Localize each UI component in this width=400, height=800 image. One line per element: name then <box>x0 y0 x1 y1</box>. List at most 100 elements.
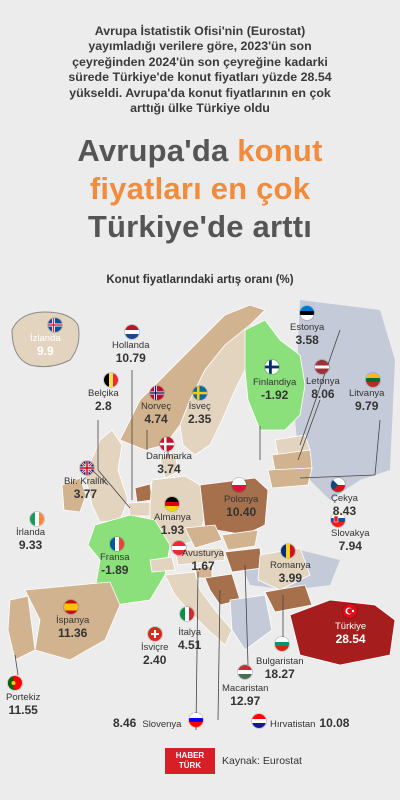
country-name: Bir. Krallık <box>64 476 107 487</box>
intro-line: sürede Türkiye'de konut fiyatları yüzde … <box>68 70 332 85</box>
source-credit: Kaynak: Eurostat <box>222 755 302 767</box>
label-avusturya: Avusturya 1.67 <box>182 548 224 573</box>
country-name: Portekiz <box>6 692 41 703</box>
country-name: İsveç <box>188 401 211 412</box>
country-value: 8.06 <box>311 387 335 401</box>
haberturk-logo: HABER TÜRK <box>165 748 215 774</box>
country-name: Belçika <box>88 388 119 399</box>
country-name: Finlandiya <box>253 377 297 388</box>
belgium-flag-icon <box>104 373 118 387</box>
intro-line: Avrupa İstatistik Ofisi'nin (Eurostat) <box>94 24 306 38</box>
country-value: 3.99 <box>278 571 303 585</box>
austria-shape <box>174 547 226 566</box>
latvia-flag-icon <box>315 360 329 374</box>
country-name: Çekya <box>331 493 358 504</box>
country-name: Litvanya <box>349 388 385 399</box>
country-name: İsviçre <box>141 642 169 653</box>
country-value: 9.33 <box>18 538 43 552</box>
bulgaria-shape <box>264 584 313 613</box>
country-name: Macaristan <box>222 683 269 694</box>
portugal-shape <box>7 595 36 661</box>
country-value: 28.54 <box>335 632 366 646</box>
label-finlandiya: Finlandiya -1.92 <box>253 377 296 402</box>
country-name: Danimarka <box>146 451 192 462</box>
country-value: 11.36 <box>57 626 88 640</box>
headline: Avrupa'da konut fiyatları en çok Türkiye… <box>0 132 400 246</box>
intro-line: çeyreğinden 2024'ün son çeyreğine kadark… <box>72 54 328 69</box>
romania-flag-icon <box>281 544 295 558</box>
uk-shape <box>84 429 129 523</box>
label-hirvatistan: Hırvatistan 10.08 <box>270 716 349 730</box>
label-turkiye: Türkiye 28.54 <box>335 621 366 646</box>
hungary-flag-icon <box>238 665 252 679</box>
label-cekya: Çekya 8.43 <box>331 493 358 518</box>
czechia-shape <box>184 524 223 549</box>
country-name: Polonya <box>224 494 259 505</box>
no-data-region <box>295 300 395 500</box>
country-value: 2.35 <box>188 412 212 426</box>
label-polonya: Polonya 10.40 <box>224 494 258 519</box>
label-letonya: Letonya 8.06 <box>306 376 340 401</box>
slovenia-flag-icon <box>189 713 203 727</box>
intro-paragraph: Avrupa İstatistik Ofisi'nin (Eurostat) y… <box>18 24 382 116</box>
label-estonya: Estonya 3.58 <box>290 322 324 347</box>
switzerland-flag-icon <box>148 627 162 641</box>
spain-shape <box>24 581 121 661</box>
label-portekiz: Portekiz 11.55 <box>6 692 40 717</box>
label-bulgaristan: Bulgaristan 18.27 <box>256 656 304 681</box>
croatia-flag-icon <box>252 714 266 728</box>
label-litvanya: Litvanya 9.79 <box>349 388 384 413</box>
label-norvec: Norveç 4.74 <box>141 401 171 426</box>
country-name: Letonya <box>306 376 340 387</box>
country-name: İspanya <box>56 615 90 626</box>
headline-part: Avrupa'da <box>77 133 238 168</box>
country-name: Hırvatistan <box>270 719 316 730</box>
country-name: Norveç <box>141 401 172 412</box>
country-name: Fransa <box>100 552 130 563</box>
netherlands-flag-icon <box>125 325 139 339</box>
label-macaristan: Macaristan 12.97 <box>222 683 268 708</box>
country-value: -1.89 <box>101 563 129 577</box>
country-name: Slovakya <box>331 528 370 539</box>
country-value: 12.97 <box>230 694 261 708</box>
poland-flag-icon <box>232 478 246 492</box>
iceland-flag-icon <box>48 318 62 332</box>
spain-flag-icon <box>64 600 78 614</box>
country-value: 4.74 <box>144 412 168 426</box>
country-name: Almanya <box>154 512 191 523</box>
portugal-flag-icon <box>8 676 22 690</box>
ireland-flag-icon <box>30 512 44 526</box>
intro-line: arttığı ülke Türkiye oldu <box>130 101 270 116</box>
map-subtitle: Konut fiyatlarındaki artış oranı (%) <box>106 274 294 286</box>
denmark-flag-icon <box>160 437 174 451</box>
headline-accent: konut <box>237 133 323 168</box>
country-value: 9.79 <box>355 399 379 413</box>
italy-flag-icon <box>180 607 194 621</box>
country-value: 10.08 <box>319 716 350 730</box>
country-value: 8.43 <box>332 504 357 518</box>
country-value: 9.9 <box>36 344 54 358</box>
switzerland-shape <box>149 556 176 573</box>
ireland-shape <box>61 477 87 513</box>
leader-line <box>299 329 341 446</box>
label-hollanda: Hollanda 10.79 <box>112 340 150 365</box>
country-value: 4.51 <box>178 638 202 652</box>
country-name: İtalya <box>178 627 202 638</box>
country-name: İzlanda <box>30 333 61 344</box>
netherlands-shape <box>134 483 153 503</box>
austria-flag-icon <box>172 541 186 555</box>
intro-line: yayımladığı verilere göre, 2023'ün son <box>88 39 312 54</box>
sweden-flag-icon <box>193 386 207 400</box>
turkey-shape <box>289 599 396 666</box>
country-value: 2.40 <box>143 653 167 667</box>
label-birkrallik: Bir. Krallık 3.77 <box>64 476 107 501</box>
turkey-flag-icon <box>343 604 357 618</box>
label-isvicre: İsviçre 2.40 <box>141 642 168 667</box>
label-isvec: İsveç 2.35 <box>188 401 211 426</box>
estonia-flag-icon <box>300 306 314 320</box>
label-danimarka: Danimarka 3.74 <box>146 451 192 476</box>
hungary-shape <box>224 547 263 573</box>
label-almanya: Almanya 1.93 <box>154 512 191 537</box>
country-value: -1.92 <box>260 388 289 402</box>
country-value: 10.79 <box>115 351 146 365</box>
